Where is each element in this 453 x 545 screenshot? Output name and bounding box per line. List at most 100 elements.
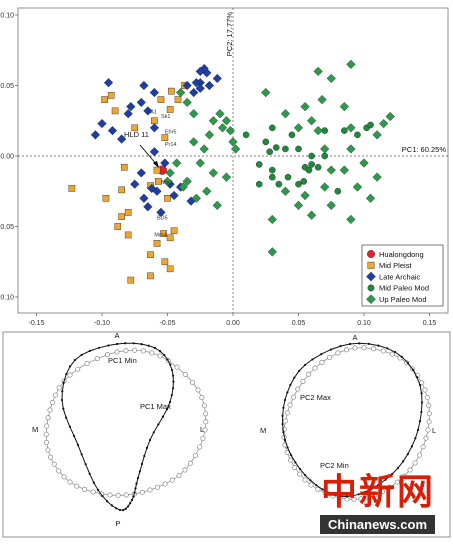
- up-paleo-mod-point: [372, 172, 382, 182]
- legend-swatch: [366, 271, 376, 282]
- pc2-min-outline-node: [287, 402, 293, 408]
- late-archaic-point: [149, 87, 160, 98]
- mid-paleo-mod-point: [242, 131, 250, 139]
- pc2-min-outline-node: [420, 444, 426, 450]
- up-paleo-mod-point: [225, 125, 236, 136]
- pc1-max-outline-node: [168, 400, 172, 404]
- up-paleo-mod-point: [365, 193, 376, 203]
- x-tick-label: -0.05: [160, 320, 176, 327]
- up-paleo-mod-point: [191, 193, 201, 203]
- pc1-min-outline-node: [61, 474, 67, 480]
- pc1-min-outline-node: [147, 487, 153, 493]
- mid-pleist-point: [157, 96, 165, 103]
- up-paleo-mod-point: [326, 200, 336, 210]
- pc1-min-outline-node: [201, 403, 207, 409]
- up-paleo-mod-point: [339, 165, 349, 175]
- mid-pleist-point: [160, 230, 167, 237]
- pc1-min-outline-node: [51, 461, 57, 467]
- pc1-max-outline-node: [152, 431, 155, 434]
- pc2-min-outline-node: [379, 489, 385, 495]
- pc1-max-outline-node: [171, 387, 175, 390]
- pc2-min-outline-node: [290, 394, 296, 400]
- pc1-max-label: PC1 Max: [140, 402, 171, 411]
- late-archaic-point: [149, 123, 160, 133]
- pc2-min-outline-node: [371, 346, 377, 352]
- pc2-min-outline-node: [361, 345, 367, 351]
- up-paleo-mod-point: [267, 247, 277, 257]
- legend-entry: Mid Paleo Mod: [379, 284, 429, 293]
- zero-axes: [18, 8, 448, 313]
- pc2-min-outline-node: [308, 482, 314, 488]
- pc1-max-outline-node: [166, 358, 169, 361]
- pc1-max-outline-node: [132, 342, 135, 345]
- late-archaic-point: [189, 87, 199, 98]
- up-paleo-mod-point: [359, 158, 369, 168]
- pc2-min-outline-node: [315, 486, 321, 492]
- pc2-max-outline-node: [415, 376, 419, 379]
- pc1-min-outline-node: [43, 431, 49, 437]
- late-archaic-point: [195, 66, 205, 77]
- legend-entry: Mid Pleist: [379, 261, 412, 270]
- pc2-max-outline-node: [339, 345, 342, 348]
- outline-diagram: A M L P PC1 Min PC1 Max A M L PC2 Max PC…: [2, 331, 451, 538]
- pc1-min-outline-node: [187, 460, 193, 466]
- up-paleo-mod-point: [212, 200, 222, 210]
- pc2-min-outline-node: [306, 371, 312, 377]
- pc2-max-outline-node: [393, 350, 397, 354]
- mid-pleist-point: [68, 185, 76, 192]
- late-archaic-point: [160, 158, 170, 168]
- mid-pleist-point: [166, 106, 174, 113]
- pc1-max-outline-node: [127, 505, 130, 508]
- pc1-min-outline-node: [155, 484, 161, 490]
- pc2-max-outline-node: [400, 355, 403, 358]
- up-paleo-mod-point: [204, 130, 215, 140]
- pc1-max-outline-node: [133, 491, 136, 494]
- pc1-min-outline-node: [49, 399, 55, 405]
- pc1-min-outline-node: [94, 356, 100, 362]
- up-paleo-mod-point: [346, 123, 356, 133]
- data-points: [68, 59, 395, 284]
- pc1-min-outline-node: [199, 395, 205, 401]
- specimen-label: Mis2: [161, 180, 173, 186]
- up-paleo-mod-point: [189, 109, 199, 119]
- pc1-min-outline-node: [176, 473, 182, 479]
- x-tick-label: -0.15: [29, 320, 45, 327]
- pc1-max-outline-node: [140, 462, 144, 466]
- pc1-min-outline-node: [56, 385, 62, 391]
- pc1-max-outline-node: [88, 349, 92, 353]
- pc1-max-outline-node: [62, 381, 65, 384]
- pc2-outlines: [281, 342, 432, 502]
- mid-pleist-point: [102, 194, 110, 202]
- pc1-min-outline-node: [197, 444, 203, 450]
- pc1-min-outline-node: [52, 392, 58, 398]
- pc1-min-outline-node: [114, 349, 120, 355]
- pc2-min-outline-node: [422, 387, 428, 393]
- pc1-max-outline-node: [124, 507, 127, 510]
- up-paleo-mod-point: [280, 186, 291, 196]
- right-label-m: M: [260, 426, 266, 435]
- pc2-max-outline-node: [303, 473, 307, 477]
- x-tick-label: -0.10: [94, 320, 110, 327]
- left-label-l: L: [200, 425, 204, 434]
- pc1-max-outline-node: [170, 393, 173, 397]
- x-tick-label: 0.05: [292, 320, 306, 327]
- mid-pleist-point: [153, 166, 161, 174]
- x-tick-label: 0.10: [357, 320, 371, 327]
- x-tick-label: 0.00: [226, 320, 240, 327]
- up-paleo-mod-point: [293, 123, 304, 133]
- pc1-max-outline-node: [165, 408, 169, 411]
- pca-scatter-panel: -0.15 -0.10 -0.05 0.00 0.05 0.10 0.15 0.10 0.05 0…: [0, 7, 449, 327]
- pc1-max-outline-node: [129, 502, 132, 505]
- legend-box: [361, 244, 444, 307]
- pc1-min-outline-node: [74, 483, 80, 489]
- late-archaic-point: [117, 134, 127, 144]
- pc2-min-outline-node: [387, 484, 393, 490]
- pc2-max-outline-node: [333, 493, 337, 497]
- late-archaic-point: [126, 102, 136, 112]
- legend-swatch: [367, 284, 375, 292]
- pc2-min-outline-node: [351, 496, 357, 502]
- late-archaic-point: [143, 202, 153, 212]
- specimen-label: Ehr5: [165, 129, 177, 135]
- pc1-min-outline-node: [107, 492, 113, 498]
- mid-pleist-point: [147, 272, 154, 280]
